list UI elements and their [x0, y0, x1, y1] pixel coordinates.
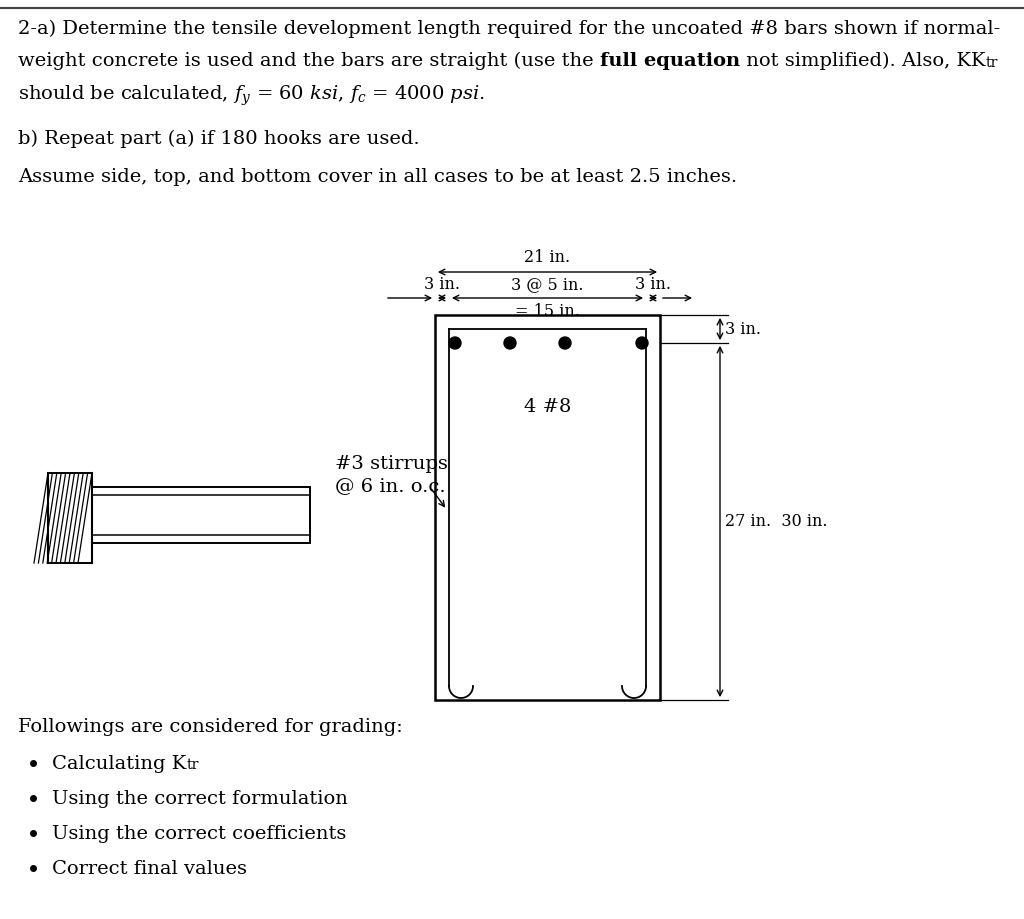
- Polygon shape: [48, 473, 92, 563]
- Text: not simplified). Also, K: not simplified). Also, K: [740, 52, 971, 70]
- Text: Correct final values: Correct final values: [52, 860, 247, 878]
- Text: 2-a) Determine the tensile development length required for the uncoated #8 bars : 2-a) Determine the tensile development l…: [18, 20, 1000, 39]
- Text: Followings are considered for grading:: Followings are considered for grading:: [18, 718, 402, 736]
- Text: #3 stirrups: #3 stirrups: [335, 455, 447, 473]
- Text: 3 in.: 3 in.: [424, 276, 460, 293]
- Circle shape: [449, 337, 461, 349]
- Text: @ 6 in. o.c.: @ 6 in. o.c.: [335, 477, 445, 495]
- Text: 3 in.: 3 in.: [725, 321, 761, 337]
- Text: tr: tr: [985, 56, 997, 70]
- Text: 21 in.: 21 in.: [524, 249, 570, 266]
- Text: Assume side, top, and bottom cover in all cases to be at least 2.5 inches.: Assume side, top, and bottom cover in al…: [18, 168, 737, 186]
- Text: 4 #8: 4 #8: [524, 398, 571, 416]
- Text: b) Repeat part (a) if 180 hooks are used.: b) Repeat part (a) if 180 hooks are used…: [18, 130, 420, 148]
- Circle shape: [504, 337, 516, 349]
- Text: 3 in.: 3 in.: [635, 276, 671, 293]
- Circle shape: [559, 337, 571, 349]
- Text: 27 in.  30 in.: 27 in. 30 in.: [725, 513, 827, 530]
- Circle shape: [636, 337, 648, 349]
- Text: Using the correct formulation: Using the correct formulation: [52, 790, 348, 808]
- Text: full equation: full equation: [600, 52, 740, 70]
- Text: Calculating K: Calculating K: [52, 755, 186, 773]
- Polygon shape: [92, 487, 310, 543]
- Text: weight concrete is used and the bars are straight (use the: weight concrete is used and the bars are…: [18, 52, 600, 70]
- Text: tr: tr: [186, 758, 199, 772]
- Text: = 15 in.: = 15 in.: [515, 303, 580, 320]
- Text: Using the correct coefficients: Using the correct coefficients: [52, 825, 346, 843]
- Text: should be calculated, $f_y$ = 60 $ksi$, $f_c$ = 4000 $psi$.: should be calculated, $f_y$ = 60 $ksi$, …: [18, 84, 485, 108]
- Text: 3 @ 5 in.: 3 @ 5 in.: [511, 276, 584, 293]
- Text: K: K: [971, 52, 985, 70]
